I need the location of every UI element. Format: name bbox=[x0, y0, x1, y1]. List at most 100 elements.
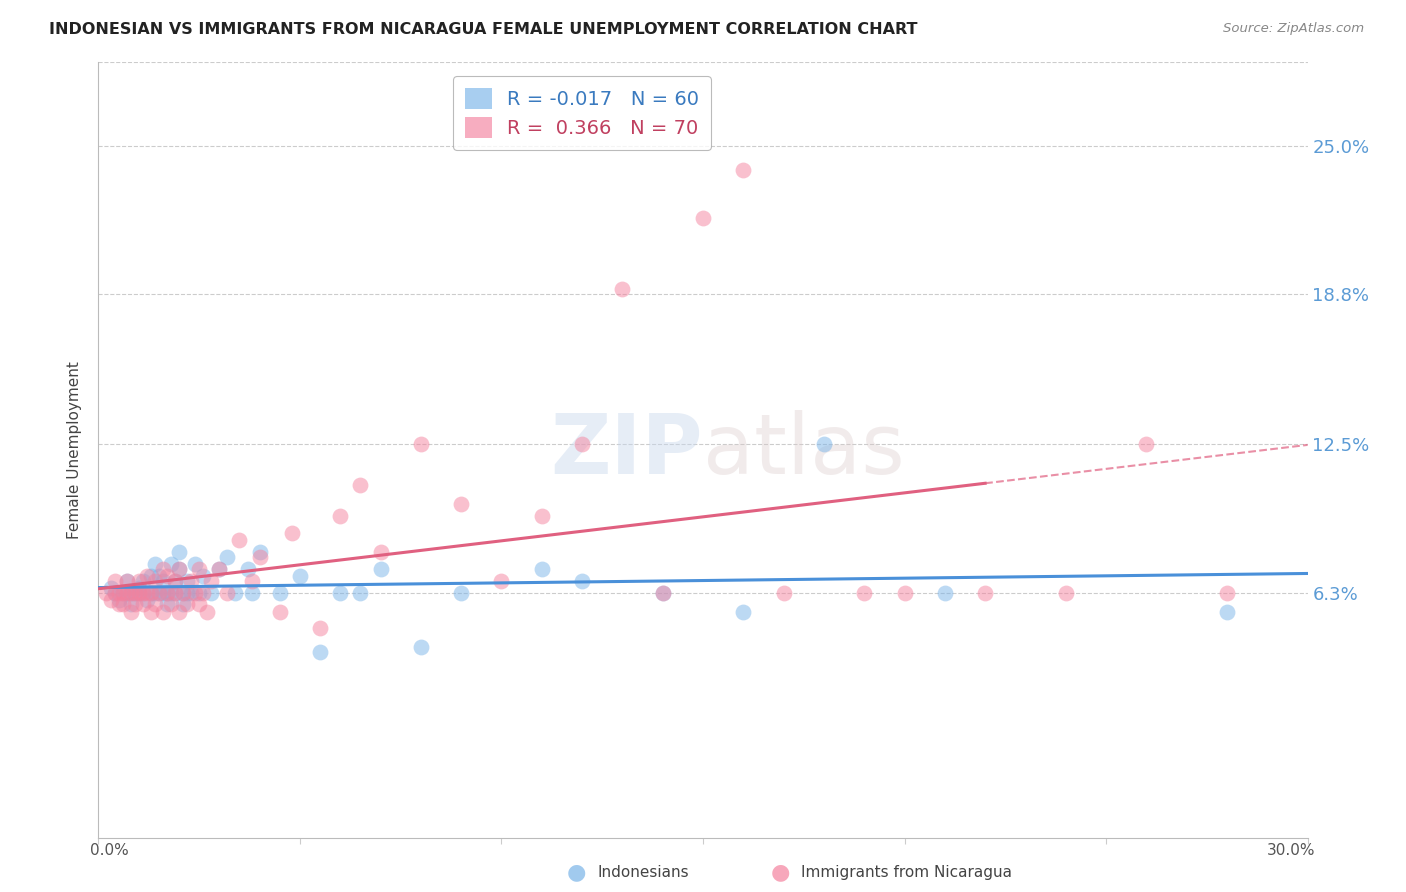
Point bbox=[135, 569, 157, 583]
Point bbox=[329, 585, 352, 599]
Text: atlas: atlas bbox=[703, 410, 904, 491]
Point bbox=[240, 585, 263, 599]
Point bbox=[132, 585, 155, 599]
Text: ●: ● bbox=[567, 863, 586, 882]
Point bbox=[156, 569, 179, 583]
Point bbox=[160, 598, 183, 612]
Point bbox=[409, 640, 432, 655]
Point bbox=[236, 562, 259, 576]
Point bbox=[409, 437, 432, 451]
Point bbox=[269, 605, 291, 619]
Point bbox=[156, 585, 179, 599]
Point bbox=[172, 585, 194, 599]
Point bbox=[160, 585, 183, 599]
Point bbox=[115, 574, 138, 588]
Point bbox=[167, 562, 190, 576]
Point bbox=[139, 569, 162, 583]
Point bbox=[733, 605, 755, 619]
Point bbox=[309, 621, 332, 635]
Point bbox=[188, 585, 211, 599]
Point bbox=[139, 605, 162, 619]
Point bbox=[188, 562, 211, 576]
Point bbox=[111, 598, 134, 612]
Point bbox=[172, 598, 194, 612]
Point bbox=[120, 585, 142, 599]
Point bbox=[163, 585, 186, 599]
Point bbox=[115, 585, 138, 599]
Point bbox=[309, 645, 332, 659]
Text: INDONESIAN VS IMMIGRANTS FROM NICARAGUA FEMALE UNEMPLOYMENT CORRELATION CHART: INDONESIAN VS IMMIGRANTS FROM NICARAGUA … bbox=[49, 22, 918, 37]
Point bbox=[329, 509, 352, 524]
Point bbox=[132, 598, 155, 612]
Point bbox=[167, 562, 190, 576]
Point bbox=[163, 574, 186, 588]
Point bbox=[100, 592, 122, 607]
Point bbox=[1216, 585, 1239, 599]
Point bbox=[100, 581, 122, 595]
Text: 30.0%: 30.0% bbox=[1267, 843, 1316, 858]
Legend: R = -0.017   N = 60, R =  0.366   N = 70: R = -0.017 N = 60, R = 0.366 N = 70 bbox=[453, 76, 711, 150]
Point bbox=[128, 574, 150, 588]
Text: Immigrants from Nicaragua: Immigrants from Nicaragua bbox=[801, 865, 1012, 880]
Point bbox=[651, 585, 673, 599]
Point bbox=[893, 585, 915, 599]
Point bbox=[184, 557, 207, 571]
Point bbox=[143, 557, 166, 571]
Text: 0.0%: 0.0% bbox=[90, 843, 129, 858]
Point bbox=[491, 574, 513, 588]
Point bbox=[288, 569, 311, 583]
Point bbox=[530, 509, 553, 524]
Text: Indonesians: Indonesians bbox=[598, 865, 689, 880]
Point bbox=[148, 585, 170, 599]
Point bbox=[612, 282, 634, 296]
Point bbox=[148, 585, 170, 599]
Point bbox=[111, 585, 134, 599]
Point bbox=[195, 605, 218, 619]
Point bbox=[115, 585, 138, 599]
Point bbox=[176, 574, 198, 588]
Point bbox=[349, 478, 371, 492]
Point bbox=[208, 562, 231, 576]
Point bbox=[143, 585, 166, 599]
Point bbox=[152, 585, 174, 599]
Point bbox=[269, 585, 291, 599]
Point bbox=[180, 585, 202, 599]
Point bbox=[228, 533, 250, 547]
Point bbox=[772, 585, 794, 599]
Point bbox=[180, 574, 202, 588]
Point bbox=[120, 598, 142, 612]
Point bbox=[208, 562, 231, 576]
Point bbox=[974, 585, 997, 599]
Point bbox=[124, 585, 146, 599]
Point bbox=[156, 598, 179, 612]
Point bbox=[200, 585, 222, 599]
Point bbox=[135, 592, 157, 607]
Point bbox=[120, 605, 142, 619]
Point bbox=[139, 585, 162, 599]
Point bbox=[733, 162, 755, 177]
Point bbox=[148, 569, 170, 583]
Point bbox=[188, 598, 211, 612]
Point bbox=[107, 585, 129, 599]
Point bbox=[120, 585, 142, 599]
Point bbox=[1216, 605, 1239, 619]
Point bbox=[370, 562, 392, 576]
Text: ZIP: ZIP bbox=[551, 410, 703, 491]
Point bbox=[692, 211, 714, 225]
Point bbox=[249, 545, 271, 559]
Point bbox=[128, 585, 150, 599]
Point bbox=[217, 549, 239, 564]
Point bbox=[200, 574, 222, 588]
Point bbox=[152, 574, 174, 588]
Point bbox=[163, 585, 186, 599]
Text: ●: ● bbox=[770, 863, 790, 882]
Point bbox=[193, 585, 215, 599]
Point bbox=[132, 585, 155, 599]
Point bbox=[139, 585, 162, 599]
Point bbox=[193, 569, 215, 583]
Point bbox=[167, 545, 190, 559]
Point bbox=[176, 585, 198, 599]
Point bbox=[124, 585, 146, 599]
Point bbox=[370, 545, 392, 559]
Point bbox=[1135, 437, 1157, 451]
